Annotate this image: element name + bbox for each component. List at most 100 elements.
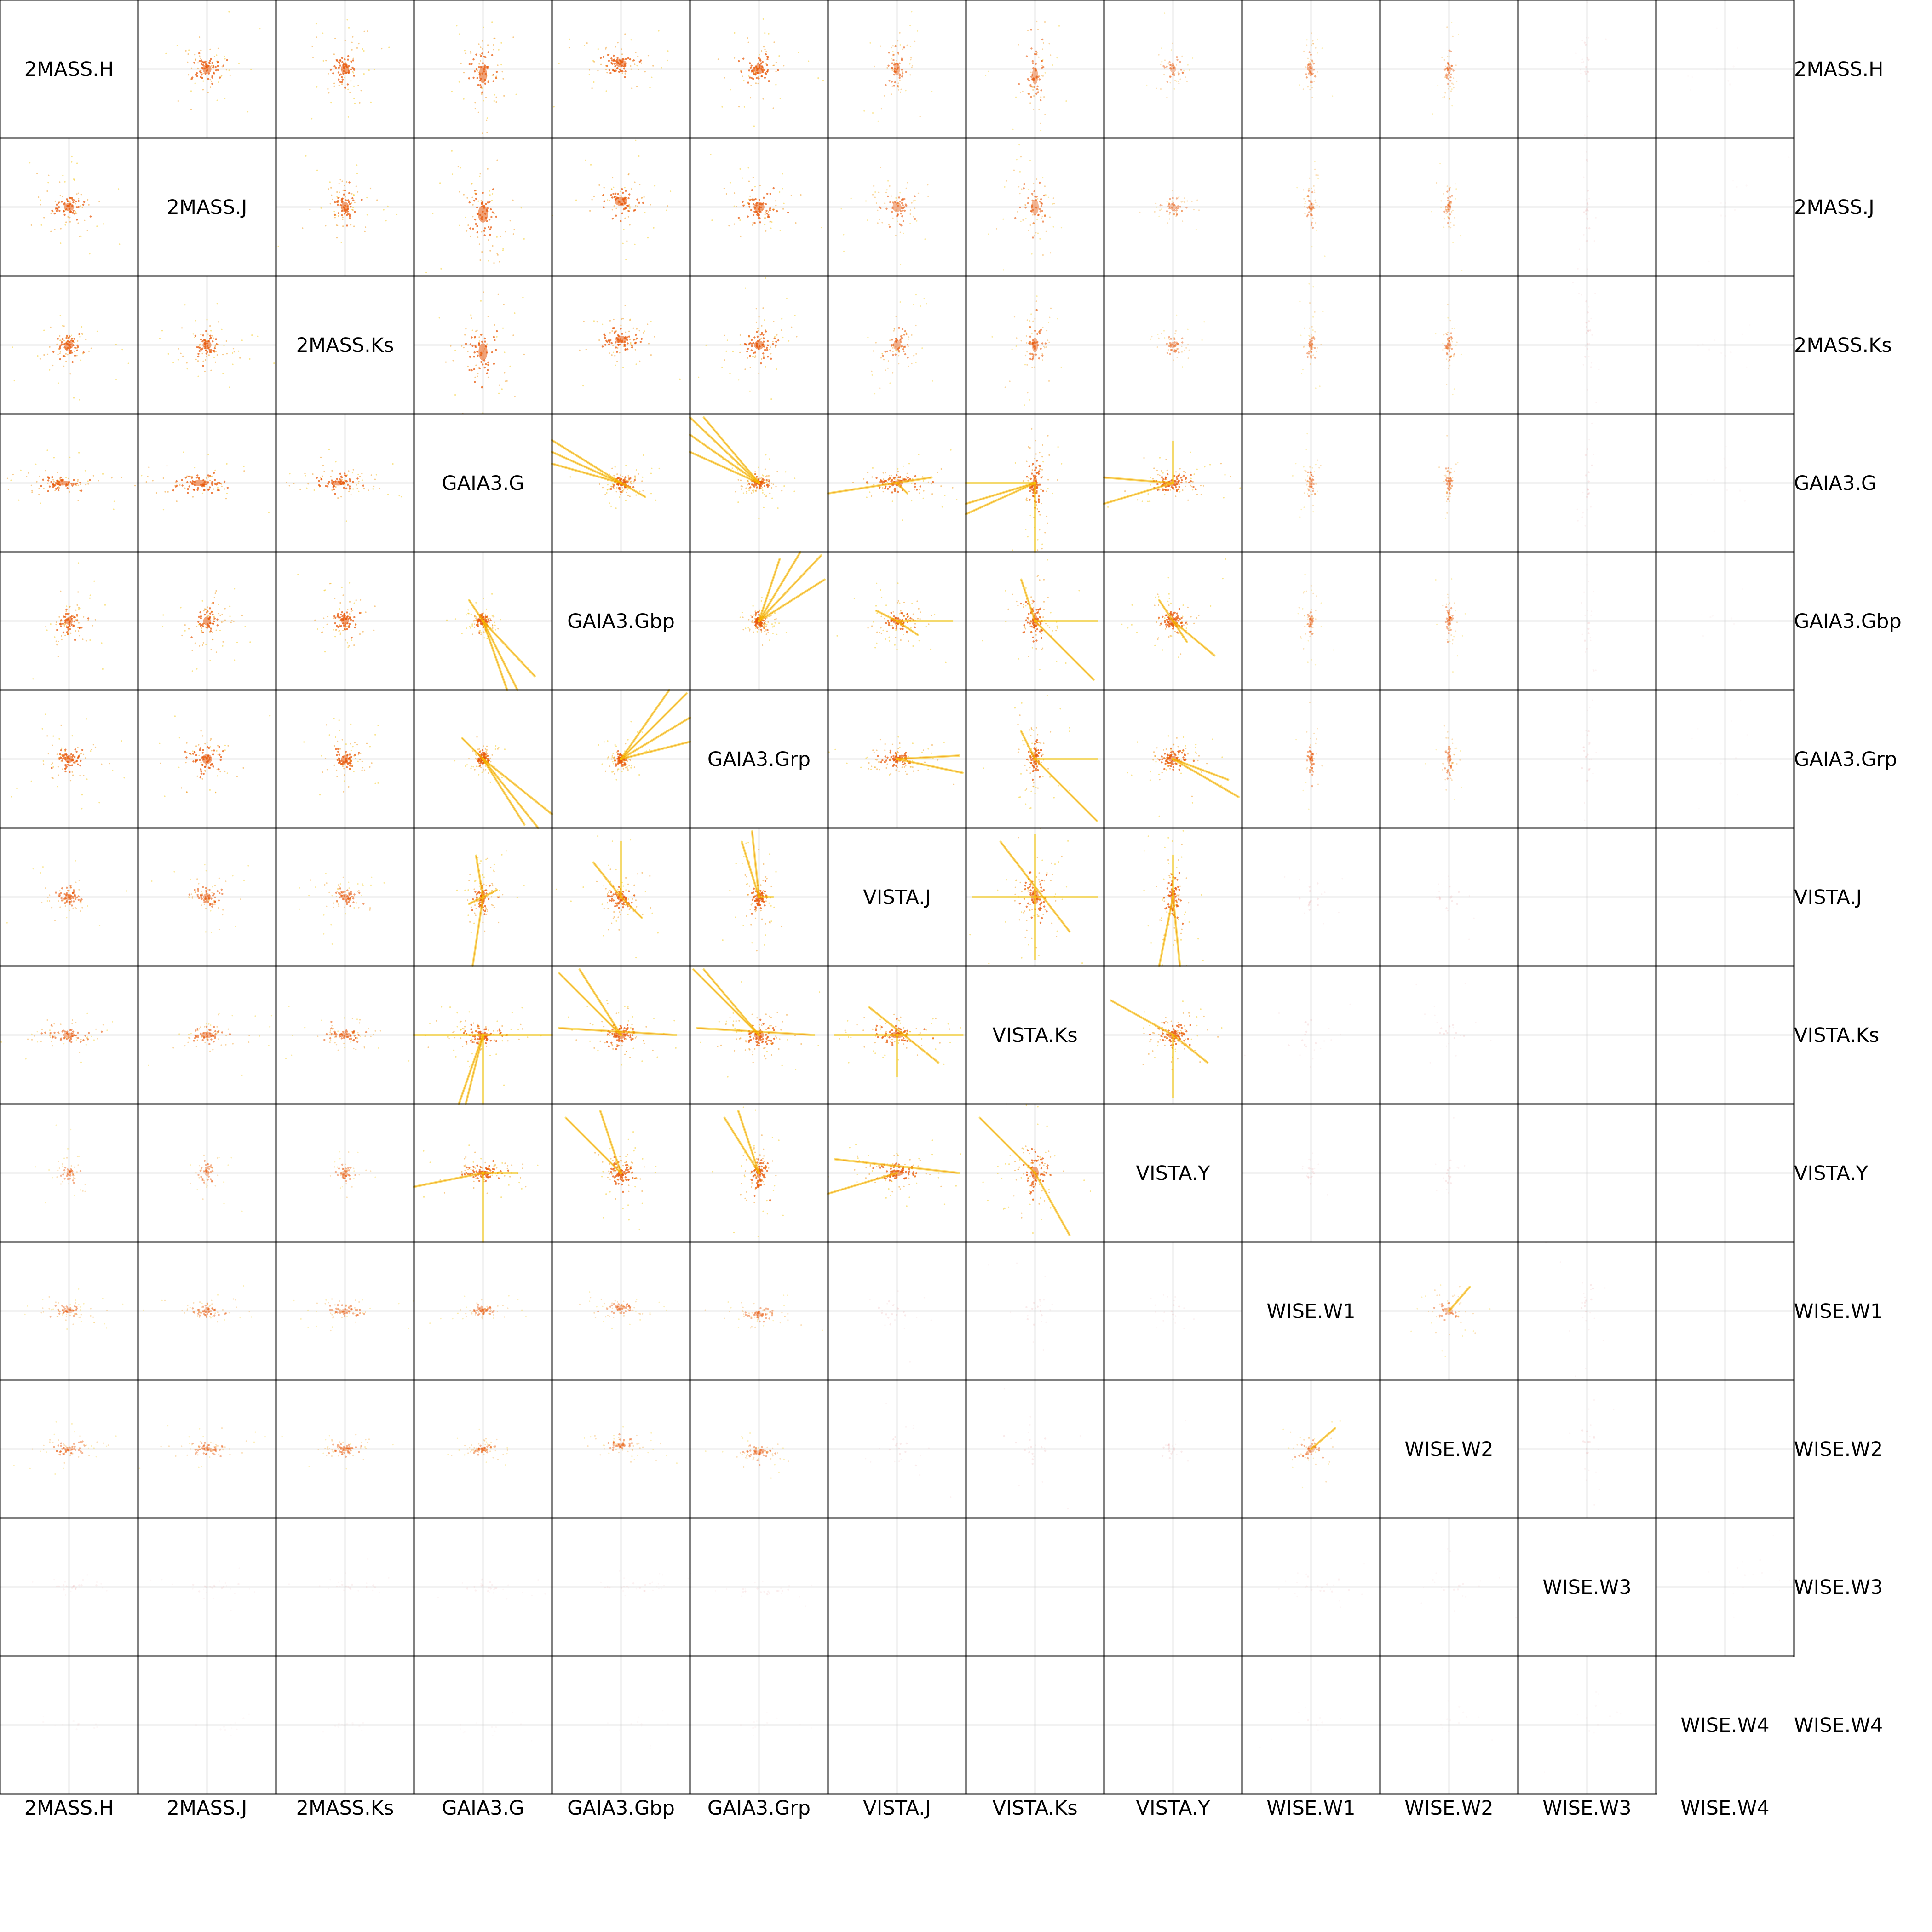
scatter-point <box>1314 168 1316 170</box>
scatter-point <box>605 46 607 48</box>
scatter-point <box>474 192 476 194</box>
scatter-point <box>1310 350 1311 352</box>
scatter-point <box>60 635 63 637</box>
streak-line-core <box>966 483 1035 504</box>
scatter-point <box>81 326 83 328</box>
scatter-point <box>211 492 213 494</box>
scatter-point <box>1447 470 1449 472</box>
panel-2MASS.H-vs-2MASS.J <box>137 0 277 139</box>
scatter-point <box>75 630 76 632</box>
scatter-point <box>1311 44 1312 46</box>
scatter-point <box>1166 201 1168 202</box>
scatter-point <box>1788 156 1790 158</box>
scatter-point <box>59 478 61 480</box>
scatter-point <box>472 204 474 206</box>
scatter-point <box>211 62 213 64</box>
scatter-point <box>914 200 916 201</box>
scatter-point <box>259 28 261 30</box>
scatter-point <box>1309 88 1311 91</box>
point-cloud <box>1690 445 1746 532</box>
scatter-point <box>817 77 819 79</box>
scatter-point <box>602 194 604 196</box>
point-cloud <box>6 449 136 510</box>
scatter-point <box>485 203 487 205</box>
scatter-point <box>770 398 772 400</box>
scatter-point <box>495 96 497 98</box>
panel-2MASS.H-vs-VISTA.Y <box>1103 0 1243 139</box>
scatter-point <box>759 217 761 219</box>
scatter-point <box>761 477 764 480</box>
scatter-point <box>232 348 235 350</box>
scatter-point <box>43 354 45 356</box>
scatter-point <box>751 342 753 345</box>
scatter-point <box>749 486 752 489</box>
scatter-point <box>900 88 902 90</box>
scatter-point <box>604 337 606 339</box>
scatter-point <box>883 478 885 480</box>
scatter-point <box>85 640 87 642</box>
scatter-point <box>387 494 389 495</box>
scatter-point <box>54 636 56 638</box>
scatter-point <box>631 87 633 89</box>
scatter-point <box>913 216 914 218</box>
scatter-point <box>1032 62 1034 64</box>
scatter-point <box>766 349 769 351</box>
scatter-point <box>750 85 752 86</box>
scatter-point <box>1015 96 1017 98</box>
scatter-point <box>1165 459 1167 460</box>
scatter-point <box>760 62 763 64</box>
scatter-point <box>512 199 514 201</box>
scatter-point <box>1031 358 1034 361</box>
scatter-point <box>221 485 223 487</box>
scatter-point <box>364 230 366 232</box>
scatter-point <box>752 489 753 492</box>
scatter-point <box>320 477 322 479</box>
scatter-point <box>1157 474 1159 476</box>
scatter-point <box>357 473 359 476</box>
scatter-point <box>1450 90 1452 92</box>
scatter-point <box>1587 493 1589 494</box>
scatter-point <box>214 592 216 594</box>
scatter-point <box>753 198 755 201</box>
point-cloud <box>277 155 398 247</box>
scatter-point <box>200 334 202 336</box>
scatter-point <box>634 349 636 351</box>
scatter-point <box>1313 471 1315 473</box>
scatter-point <box>1177 207 1179 209</box>
scatter-point <box>634 243 636 245</box>
scatter-point <box>1448 204 1450 206</box>
scatter-point <box>484 340 486 343</box>
scatter-point <box>776 334 778 336</box>
scatter-point <box>1036 333 1039 335</box>
scatter-point <box>452 360 454 362</box>
scatter-point <box>1038 495 1040 498</box>
scatter-point <box>342 225 344 227</box>
scatter-point <box>988 70 989 72</box>
scatter-point <box>1170 64 1172 66</box>
scatter-point <box>1306 480 1309 483</box>
scatter-point <box>1024 364 1026 366</box>
scatter-point <box>1307 63 1309 66</box>
scatter-point <box>902 204 904 207</box>
scatter-point <box>55 623 57 626</box>
scatter-point <box>1576 508 1578 510</box>
scatter-point <box>887 488 889 490</box>
scatter-point <box>1587 70 1589 72</box>
scatter-point <box>1314 207 1316 209</box>
scatter-point <box>905 332 907 334</box>
scatter-point <box>63 365 65 367</box>
scatter-point <box>1315 174 1317 176</box>
point-cloud <box>1696 324 1751 368</box>
scatter-point <box>226 59 228 62</box>
scatter-point <box>192 496 194 498</box>
scatter-point <box>892 372 894 374</box>
scatter-point <box>338 196 340 198</box>
scatter-point <box>758 316 760 318</box>
scatter-point <box>341 214 343 217</box>
scatter-point <box>322 60 324 62</box>
scatter-point <box>1176 213 1179 215</box>
scatter-point <box>57 472 58 473</box>
panel-2MASS.Ks-vs-VISTA.Y <box>1103 275 1243 415</box>
scatter-point <box>210 330 212 332</box>
scatter-point <box>479 54 481 56</box>
